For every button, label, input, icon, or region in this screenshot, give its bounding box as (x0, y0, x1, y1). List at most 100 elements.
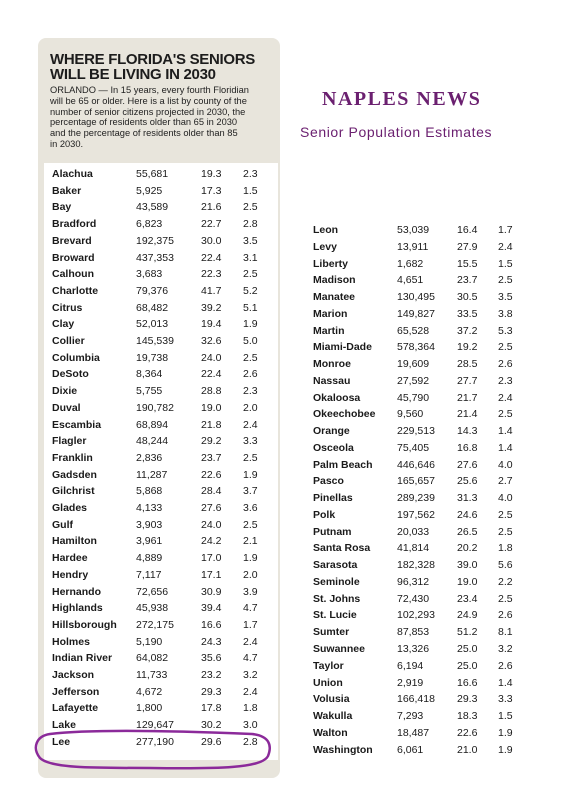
pct-over-85: 2.3 (243, 385, 258, 398)
pct-over-85: 2.5 (498, 341, 513, 354)
county-name: Calhoun (52, 268, 94, 281)
table-row: Holmes 5,190 24.3 2.4 (44, 635, 278, 649)
table-row: Bay 43,589 21.6 2.5 (44, 200, 278, 214)
county-name: Franklin (52, 451, 93, 464)
senior-count: 72,656 (136, 585, 169, 598)
pct-over-85: 2.5 (498, 525, 513, 538)
county-name: Gilchrist (52, 485, 95, 498)
pct-over-85: 2.7 (498, 475, 513, 488)
senior-count: 27,592 (397, 374, 430, 387)
senior-count: 11,287 (136, 468, 168, 481)
pct-over-65: 24.9 (457, 609, 478, 622)
pct-over-65: 26.5 (457, 525, 478, 538)
county-name: Okeechobee (313, 408, 376, 421)
pct-over-65: 19.4 (201, 318, 222, 331)
county-name: Seminole (313, 575, 360, 588)
pct-over-85: 2.6 (498, 609, 513, 622)
senior-count: 20,033 (397, 525, 430, 538)
county-name: Highlands (52, 602, 103, 615)
pct-over-85: 4.7 (243, 602, 258, 615)
pct-over-85: 2.8 (243, 735, 258, 748)
senior-count: 277,190 (136, 735, 174, 748)
senior-count: 5,868 (136, 485, 163, 498)
county-name: Washington (313, 743, 373, 756)
senior-count: 3,961 (136, 535, 163, 548)
county-name: Citrus (52, 301, 83, 314)
county-name: Wakulla (313, 710, 353, 723)
pct-over-65: 25.0 (457, 643, 478, 655)
pct-over-65: 22.4 (201, 368, 222, 381)
senior-count: 145,539 (136, 335, 174, 347)
pct-over-65: 39.4 (201, 602, 222, 615)
table-row: Martin 65,528 37.2 5.3 (305, 324, 532, 338)
pct-over-65: 51.2 (457, 626, 478, 639)
county-name: Gadsden (52, 468, 97, 481)
pct-over-65: 25.6 (457, 475, 478, 488)
pct-over-85: 3.1 (243, 251, 258, 264)
senior-count: 1,682 (397, 257, 424, 270)
pct-over-65: 19.0 (201, 401, 222, 414)
pct-over-65: 30.9 (201, 585, 222, 598)
pct-over-85: 2.3 (498, 374, 513, 387)
pct-over-85: 2.5 (243, 451, 258, 464)
county-table-left: Alachua 55,681 19.3 2.3 Baker 5,925 17.3 1.5 Bay… (44, 163, 278, 760)
table-row: Indian River 64,082 35.6 4.7 (44, 651, 278, 665)
pct-over-65: 35.6 (201, 652, 222, 665)
senior-count: 64,082 (136, 652, 169, 665)
pct-over-85: 1.9 (243, 318, 258, 331)
county-name: Glades (52, 502, 88, 514)
table-row: Hillsborough 272,175 16.6 1.7 (44, 618, 278, 632)
table-row: Monroe 19,609 28.5 2.6 (305, 357, 532, 371)
table-row: Suwannee 13,326 25.0 3.2 (305, 642, 532, 656)
county-name: Taylor (313, 659, 344, 672)
highlight-stroke (34, 729, 271, 770)
table-row: Glades 4,133 27.6 3.6 (44, 501, 278, 515)
table-row: Broward 437,353 22.4 3.1 (44, 251, 278, 265)
lee-highlight-circle (34, 729, 271, 770)
pct-over-65: 19.0 (457, 575, 478, 588)
county-name: Bay (52, 201, 72, 214)
pct-over-65: 16.4 (457, 224, 478, 236)
table-row: Union 2,919 16.6 1.4 (305, 676, 532, 690)
pct-over-85: 2.4 (243, 685, 258, 698)
senior-count: 65,528 (397, 324, 430, 337)
table-row: Madison 4,651 23.7 2.5 (305, 273, 532, 287)
senior-count: 102,293 (397, 609, 435, 622)
table-row: Pasco 165,657 25.6 2.7 (305, 474, 532, 488)
pct-over-85: 5.0 (243, 335, 258, 347)
senior-count: 9,560 (397, 408, 424, 421)
table-row: Highlands 45,938 39.4 4.7 (44, 601, 278, 615)
table-row: Miami-Dade 578,364 19.2 2.5 (305, 340, 532, 354)
pct-over-65: 17.8 (201, 702, 222, 715)
table-row: Hardee 4,889 17.0 1.9 (44, 551, 278, 565)
county-name: Liberty (313, 257, 349, 270)
pct-over-65: 23.2 (201, 669, 222, 681)
county-name: Charlotte (52, 284, 99, 297)
senior-count: 165,657 (397, 475, 435, 488)
pct-over-65: 17.0 (201, 552, 222, 565)
county-name: Okaloosa (313, 391, 361, 404)
pct-over-85: 4.0 (498, 492, 513, 505)
county-name: St. Lucie (313, 609, 357, 622)
pct-over-85: 2.1 (243, 535, 258, 548)
county-name: Marion (313, 307, 348, 320)
county-name: Jefferson (52, 685, 100, 698)
county-name: Lake (52, 719, 76, 732)
senior-count: 68,482 (136, 301, 169, 314)
senior-count: 6,194 (397, 659, 424, 672)
county-name: Collier (52, 335, 85, 347)
table-row: Pinellas 289,239 31.3 4.0 (305, 491, 532, 505)
table-row: Charlotte 79,376 41.7 5.2 (44, 284, 278, 298)
senior-count: 18,487 (397, 726, 430, 739)
senior-count: 72,430 (397, 592, 430, 605)
county-name: Brevard (52, 234, 92, 247)
senior-count: 48,244 (136, 435, 169, 448)
table-row: Bradford 6,823 22.7 2.8 (44, 217, 278, 231)
county-name: Orange (313, 425, 350, 438)
pct-over-85: 1.5 (243, 184, 258, 197)
pct-over-65: 21.0 (457, 743, 478, 756)
pct-over-85: 2.5 (498, 274, 513, 287)
table-row: Wakulla 7,293 18.3 1.5 (305, 709, 532, 723)
senior-count: 19,738 (136, 351, 169, 364)
county-name: Miami-Dade (313, 341, 372, 354)
